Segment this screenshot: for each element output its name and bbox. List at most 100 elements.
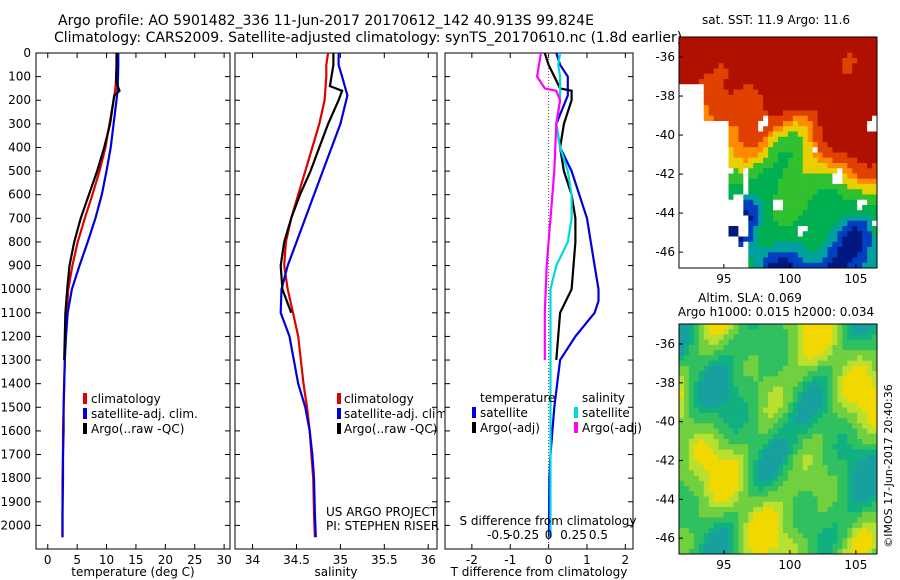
heatmap-cell xyxy=(872,324,878,330)
heatmap-cell xyxy=(773,205,779,211)
heatmap-cell xyxy=(713,470,719,476)
heatmap-cell xyxy=(753,407,759,414)
heatmap-cell xyxy=(728,89,734,96)
heatmap-cell xyxy=(698,428,705,435)
heatmap-cell xyxy=(773,350,779,356)
heatmap-cell xyxy=(857,465,863,471)
heatmap-cell xyxy=(827,439,833,445)
heatmap-cell xyxy=(693,423,700,429)
legend-swatch xyxy=(337,408,341,419)
heatmap-cell xyxy=(683,407,690,414)
heatmap-cell xyxy=(708,215,715,222)
heatmap-cell xyxy=(872,194,878,201)
heatmap-cell xyxy=(718,63,724,69)
heatmap-cell xyxy=(797,376,804,382)
heatmap-cell xyxy=(842,173,848,180)
heatmap-cell xyxy=(782,94,789,101)
heatmap-cell xyxy=(852,391,858,398)
heatmap-cell xyxy=(822,480,828,487)
heatmap-cell xyxy=(773,522,779,529)
heatmap-cell xyxy=(842,491,848,497)
heatmap-cell xyxy=(753,37,759,43)
heatmap-cell xyxy=(837,412,843,419)
heatmap-cell xyxy=(842,84,848,90)
heatmap-cell xyxy=(827,184,833,190)
heatmap-cell xyxy=(698,402,705,409)
heatmap-cell xyxy=(753,115,759,122)
heatmap-cell xyxy=(743,381,749,388)
heatmap-cell xyxy=(768,402,774,409)
heatmap-cell xyxy=(792,512,799,518)
heatmap-cell xyxy=(728,350,734,356)
heatmap-cell xyxy=(688,506,695,513)
heatmap-cell xyxy=(832,142,838,148)
heatmap-cell xyxy=(723,470,729,476)
heatmap-cell xyxy=(782,199,789,206)
heatmap-cell xyxy=(822,220,828,227)
heatmap-cell xyxy=(733,136,739,143)
heatmap-cell xyxy=(872,241,878,248)
heatmap-cell xyxy=(688,52,695,59)
heatmap-cell xyxy=(708,205,715,211)
heatmap-cell xyxy=(758,262,764,269)
heatmap-cell xyxy=(857,386,863,393)
heatmap-cell xyxy=(827,205,833,211)
heatmap-cell xyxy=(753,506,759,513)
heatmap-cell xyxy=(698,444,705,450)
heatmap-cell xyxy=(867,79,873,85)
heatmap-cell xyxy=(718,402,724,409)
heatmap-cell xyxy=(842,407,848,414)
heatmap-cell xyxy=(852,533,858,539)
legend-label: Argo(..raw -QC) xyxy=(344,422,437,436)
heatmap-cell xyxy=(698,47,705,54)
heatmap-cell xyxy=(718,433,724,440)
heatmap-cell xyxy=(743,220,749,227)
heatmap-cell xyxy=(827,42,833,48)
heatmap-cell xyxy=(748,433,754,440)
heatmap-cell xyxy=(753,236,759,243)
heatmap-cell xyxy=(679,470,685,476)
heatmap-cell xyxy=(812,52,818,59)
heatmap-cell xyxy=(688,47,695,54)
heatmap-cell xyxy=(713,543,719,550)
heatmap-cell xyxy=(822,157,828,164)
y-tick-label: -38 xyxy=(655,376,675,390)
heatmap-cell xyxy=(837,402,843,409)
heatmap-cell xyxy=(852,52,858,59)
heatmap-cell xyxy=(693,68,700,75)
heatmap-cell xyxy=(768,527,774,534)
heatmap-cell xyxy=(723,355,729,361)
heatmap-cell xyxy=(782,220,789,227)
heatmap-cell xyxy=(718,449,724,456)
heatmap-cell xyxy=(708,407,715,414)
heatmap-cell xyxy=(797,527,804,534)
heatmap-cell xyxy=(688,84,695,90)
heatmap-cell xyxy=(807,262,814,269)
heatmap-cell xyxy=(792,115,799,122)
heatmap-cell xyxy=(778,241,784,248)
heatmap-cell xyxy=(822,522,828,529)
heatmap-cell xyxy=(872,84,878,90)
heatmap-cell xyxy=(837,241,843,248)
heatmap-cell xyxy=(688,418,695,424)
heatmap-cell xyxy=(872,522,878,529)
heatmap-cell xyxy=(679,407,685,414)
heatmap-cell xyxy=(827,548,833,555)
heatmap-cell xyxy=(817,84,823,90)
heatmap-cell xyxy=(679,480,685,487)
heatmap-cell xyxy=(822,178,828,185)
heatmap-cell xyxy=(728,147,734,153)
heatmap-cell xyxy=(763,360,769,367)
heatmap-cell xyxy=(748,454,754,461)
heatmap-cell xyxy=(862,262,868,269)
heatmap-cell xyxy=(718,142,724,148)
x-tick-label: 95 xyxy=(716,272,731,286)
heatmap-cell xyxy=(718,73,724,80)
heatmap-cell xyxy=(758,527,764,534)
heatmap-cell xyxy=(857,324,863,330)
heatmap-cell xyxy=(857,42,863,48)
heatmap-cell xyxy=(857,538,863,544)
heatmap-cell xyxy=(837,486,843,492)
y-tick-label: -46 xyxy=(655,245,675,259)
heatmap-cell xyxy=(679,63,685,69)
